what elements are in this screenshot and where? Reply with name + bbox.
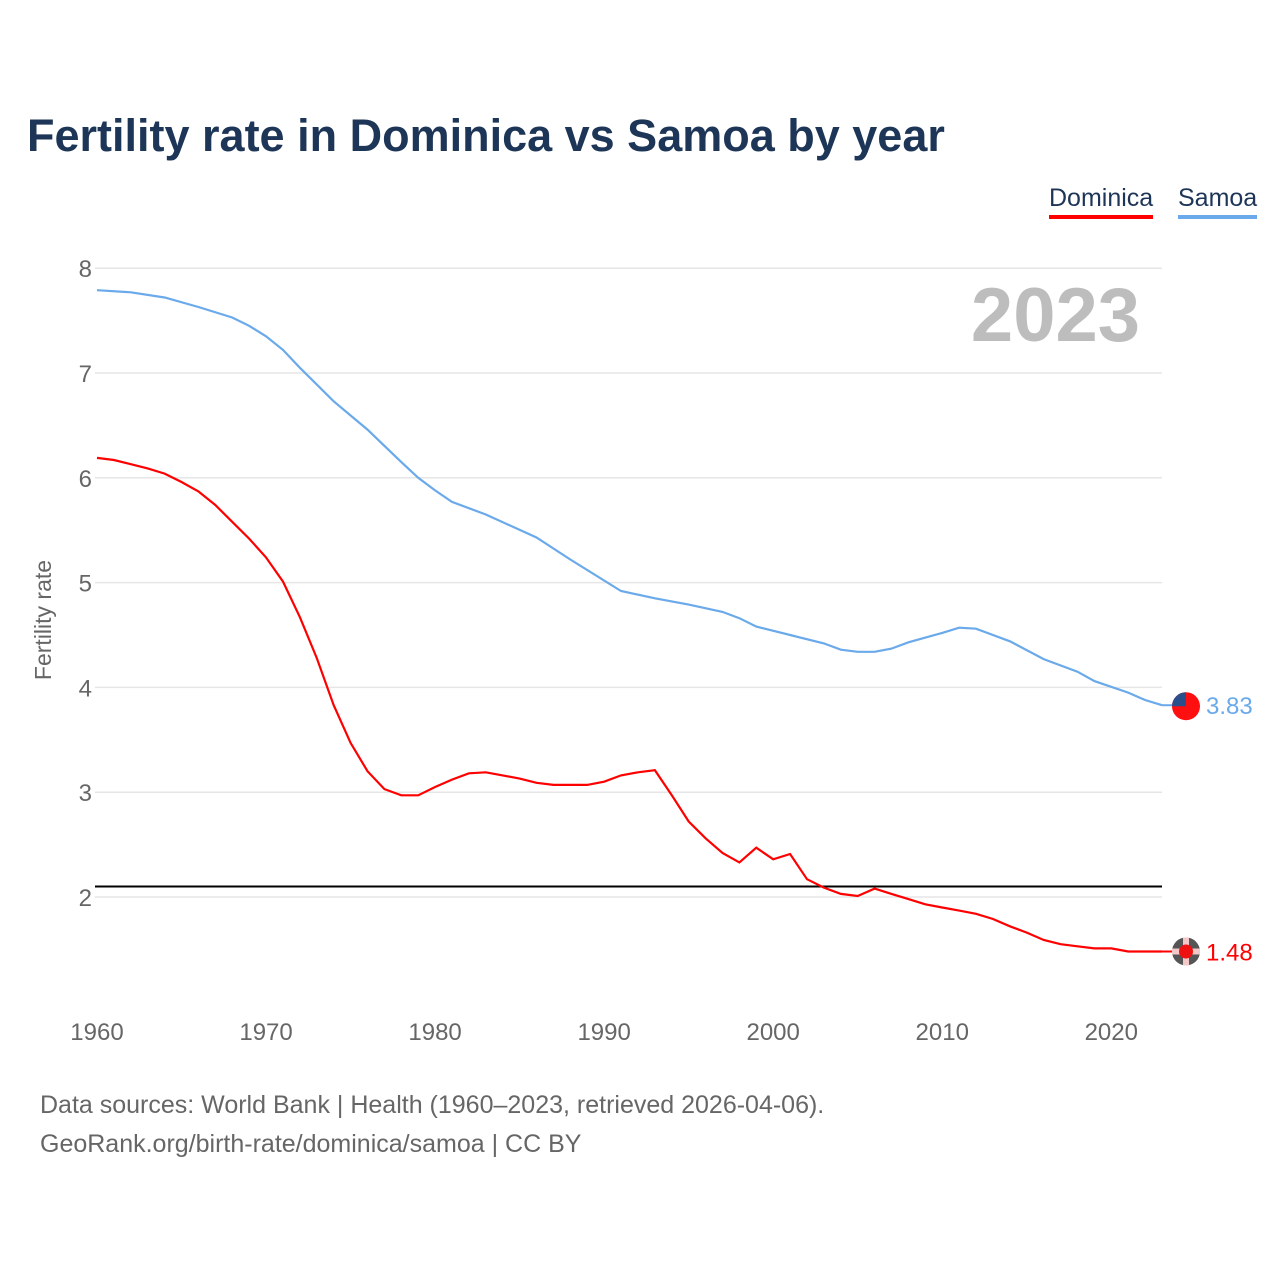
y-tick-label: 2 — [79, 885, 92, 912]
year-label: 2023 — [971, 273, 1140, 358]
x-tick-label: 1970 — [239, 1019, 292, 1046]
series-line-samoa — [96, 289, 1163, 707]
y-tick-label: 4 — [79, 675, 92, 702]
legend-samoa[interactable]: Samoa — [1178, 184, 1258, 219]
y-tick-label: 7 — [79, 361, 92, 388]
y-tick-label: 5 — [79, 571, 92, 598]
end-value-label-dominica: 1.48 — [1206, 939, 1253, 966]
y-tick-label: 8 — [79, 256, 92, 283]
x-tick-label: 2010 — [916, 1019, 969, 1046]
legend-dominica[interactable]: Dominica — [1049, 184, 1154, 219]
x-tick-label: 1960 — [70, 1019, 123, 1046]
end-value-label-samoa: 3.83 — [1206, 693, 1253, 720]
x-tick-label: 2020 — [1085, 1019, 1138, 1046]
dominica-flag-disc — [1179, 944, 1193, 959]
y-tick-label: 6 — [79, 466, 92, 493]
chart-title: Fertility rate in Dominica vs Samoa by y… — [27, 110, 945, 161]
y-axis-label: Fertility rate — [30, 560, 56, 680]
source-line-1: Data sources: World Bank | Health (1960–… — [40, 1091, 825, 1119]
x-tick-label: 1990 — [577, 1019, 630, 1046]
source-note: Data sources: World Bank | Health (1960–… — [40, 1086, 824, 1164]
x-tick-label: 2000 — [746, 1019, 799, 1046]
source-line-2[interactable]: GeoRank.org/birth-rate/dominica/samoa | … — [40, 1130, 582, 1158]
series-line-dominica — [96, 456, 1162, 953]
y-tick-label: 3 — [79, 780, 92, 807]
x-tick-label: 1980 — [408, 1019, 461, 1046]
samoa-flag-canton — [1172, 692, 1186, 707]
